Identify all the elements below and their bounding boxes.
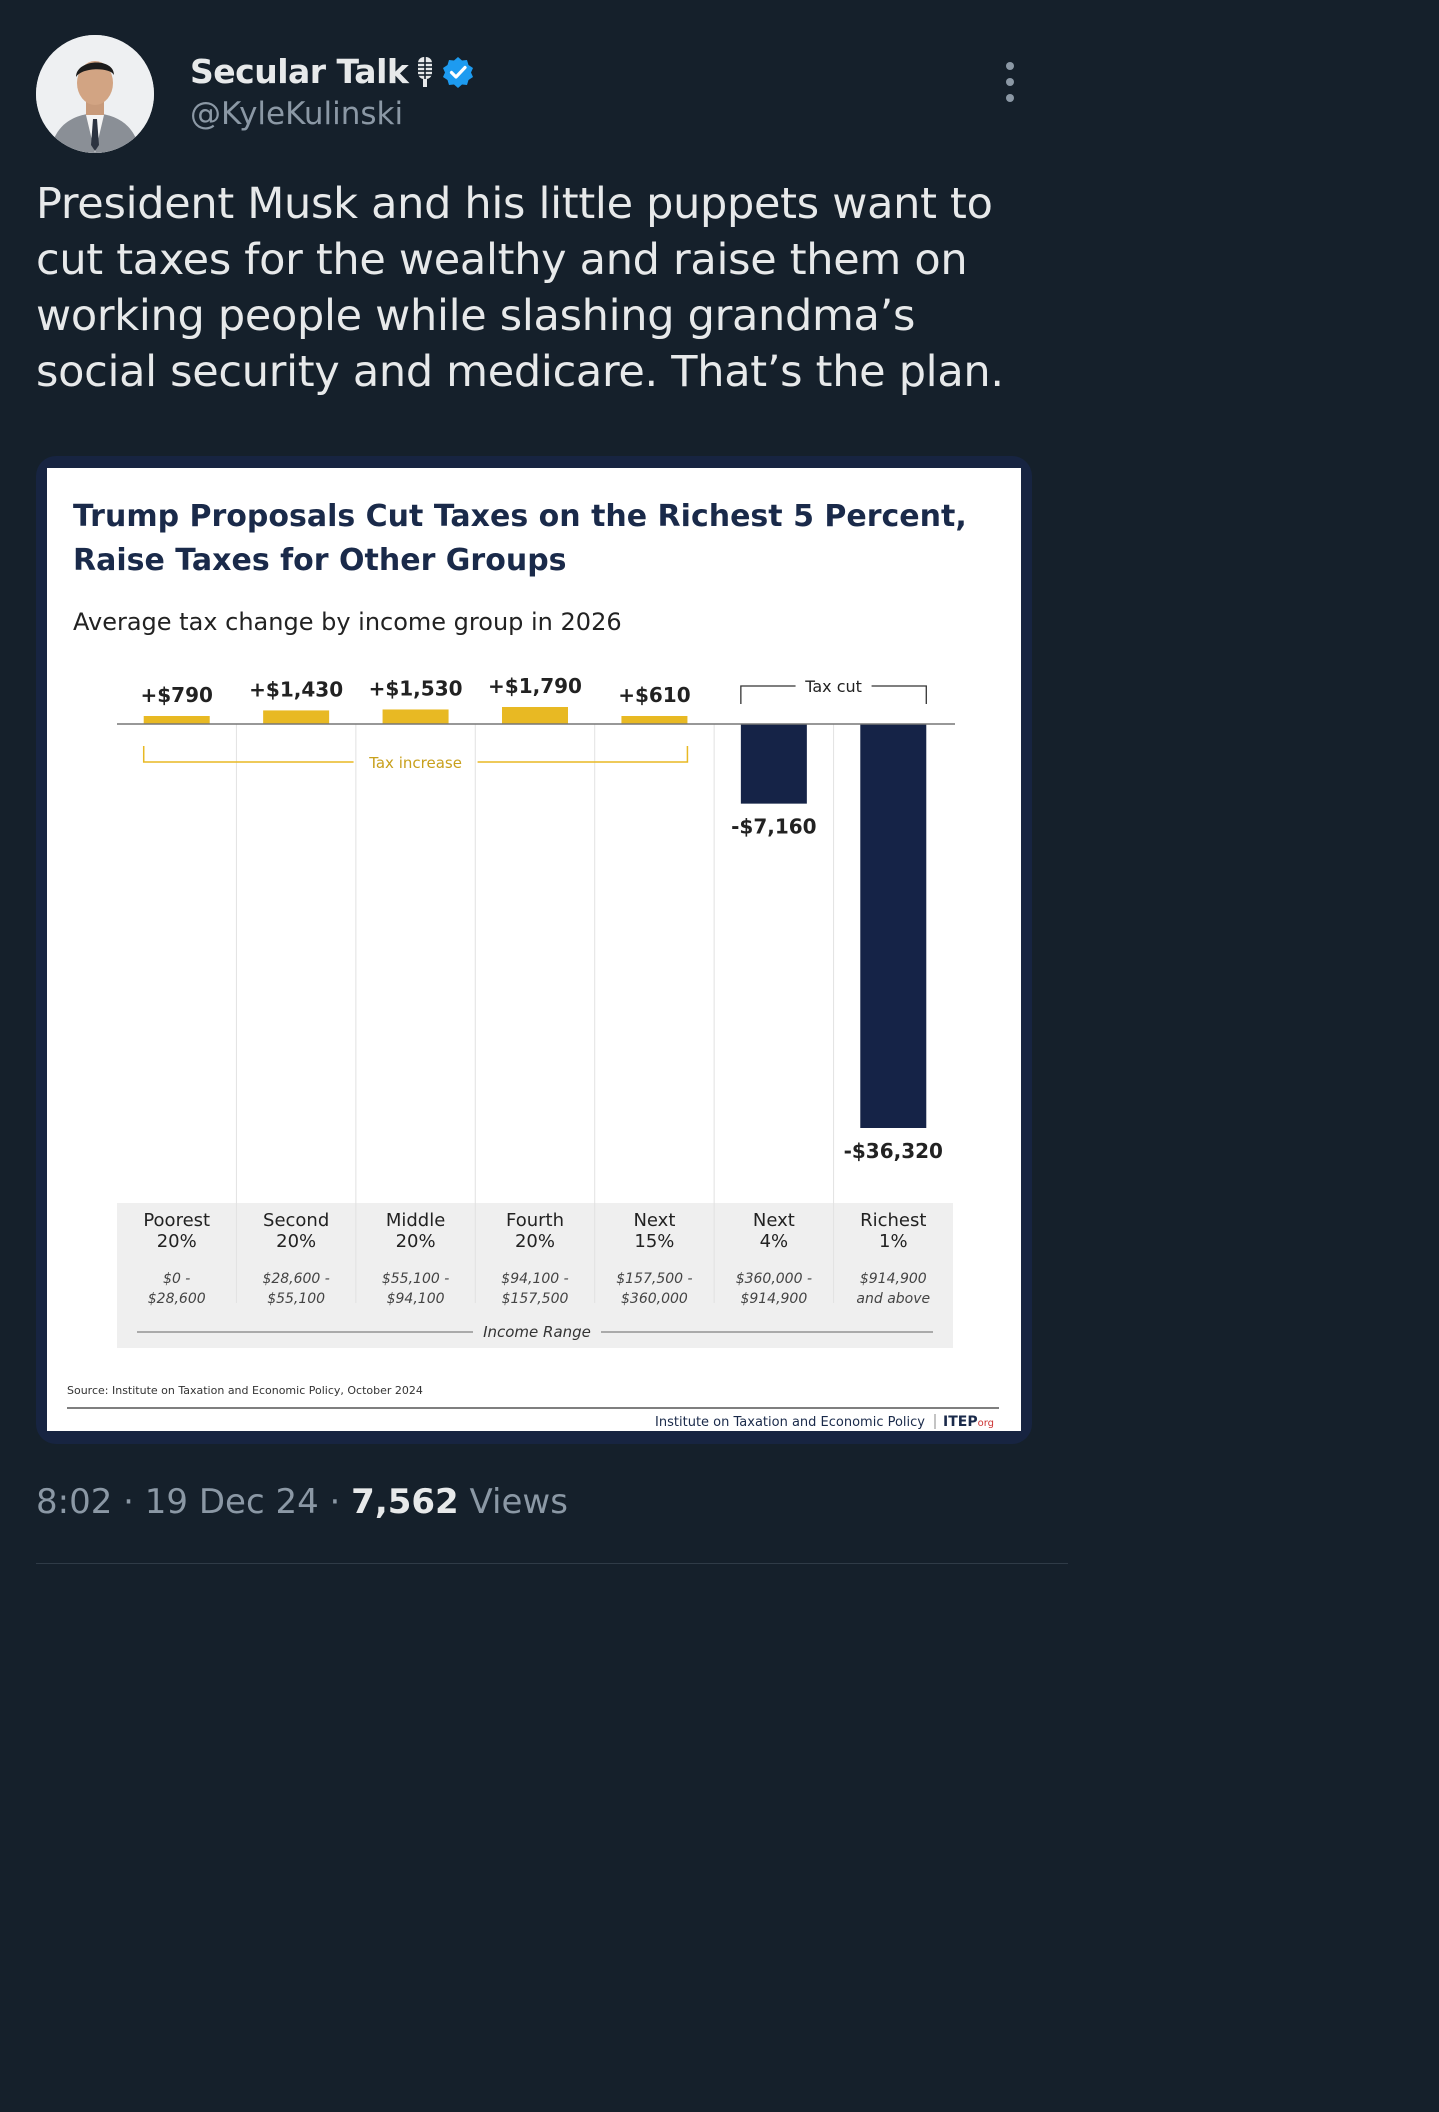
bar-chart: Trump Proposals Cut Taxes on the Richest…: [67, 499, 999, 1430]
footer-logo-main: ITEP: [943, 1414, 978, 1430]
tweet-text: President Musk and his little puppets wa…: [36, 179, 1004, 397]
bar: [143, 716, 210, 724]
chart-card: Trump Proposals Cut Taxes on the Richest…: [47, 468, 1021, 1431]
value-label: +$1,430: [249, 677, 343, 701]
category-range-label: $55,100: [267, 1291, 325, 1307]
bar: [263, 710, 330, 724]
category-range-label: $94,100 -: [501, 1271, 568, 1287]
category-range-label: $28,600: [148, 1291, 206, 1307]
category-group-label: Next: [753, 1210, 795, 1231]
value-label: +$610: [618, 683, 690, 707]
tax-increase-label: Tax increase: [368, 754, 462, 772]
category-group-label: 1%: [879, 1231, 908, 1252]
chart-subtitle: Average tax change by income group in 20…: [73, 608, 622, 636]
author-name-text: Secular Talk: [190, 52, 409, 91]
footer-logo: ITEPorg: [943, 1414, 994, 1430]
bar: [382, 709, 449, 724]
category-group-label: 20%: [157, 1231, 197, 1252]
category-group-label: 15%: [634, 1231, 674, 1252]
category-range-label: $360,000 -: [736, 1271, 812, 1287]
tweet-time[interactable]: 8:02: [36, 1482, 113, 1522]
tweet-image[interactable]: Trump Proposals Cut Taxes on the Richest…: [36, 456, 1032, 1444]
author-handle[interactable]: @KyleKulinski: [190, 96, 404, 132]
microphone-icon: [418, 56, 433, 87]
chart-title-line-1: Trump Proposals Cut Taxes on the Richest…: [73, 499, 967, 534]
tweet-meta: 8:02 · 19 Dec 24 · 7,562 Views: [36, 1482, 568, 1522]
category-range-label: $0 -: [163, 1271, 190, 1287]
category-group-label: 20%: [276, 1231, 316, 1252]
bar: [740, 724, 807, 804]
category-group-label: Richest: [860, 1210, 926, 1231]
category-group-label: 20%: [396, 1231, 436, 1252]
category-group-label: Poorest: [143, 1210, 210, 1231]
category-range-label: $914,900: [740, 1291, 807, 1307]
bar: [502, 707, 568, 724]
tweet-date[interactable]: 19 Dec 24: [144, 1482, 319, 1522]
bar: [860, 724, 927, 1128]
category-group-label: 4%: [760, 1231, 789, 1252]
chart-title-line-2: Raise Taxes for Other Groups: [73, 543, 567, 578]
category-range-label: $28,600 -: [262, 1271, 329, 1287]
divider: [36, 1563, 1068, 1564]
verified-badge-icon[interactable]: [442, 56, 474, 88]
category-group-label: 20%: [515, 1231, 555, 1252]
x-axis-label: Income Range: [483, 1323, 591, 1341]
author-avatar[interactable]: [36, 35, 154, 153]
category-group-label: Second: [263, 1210, 329, 1231]
category-range-label: $157,500: [502, 1291, 569, 1307]
category-range-label: $360,000: [621, 1291, 688, 1307]
tax-increase-bracket: [142, 746, 689, 763]
tax-cut-bracket: [740, 685, 927, 704]
category-group-label: Fourth: [506, 1210, 564, 1231]
footer-logo-suffix: org: [978, 1418, 994, 1429]
category-range-label: $94,100: [387, 1291, 445, 1307]
views-label: Views: [469, 1482, 568, 1522]
value-label: +$1,790: [488, 674, 582, 698]
more-dot: [1006, 62, 1014, 70]
category-range-label: and above: [856, 1291, 930, 1307]
meta-separator: ·: [329, 1482, 352, 1522]
category-group-label: Middle: [386, 1210, 445, 1231]
author-name[interactable]: Secular Talk: [190, 52, 474, 91]
more-dot: [1006, 94, 1014, 102]
chart-source: Source: Institute on Taxation and Econom…: [67, 1384, 423, 1397]
footer-org: Institute on Taxation and Economic Polic…: [655, 1415, 925, 1430]
category-range-label: $914,900: [860, 1271, 927, 1287]
more-dot: [1006, 78, 1014, 86]
value-label: -$36,320: [844, 1139, 943, 1163]
value-label: -$7,160: [731, 815, 816, 839]
meta-separator: ·: [123, 1482, 145, 1522]
category-range-label: $55,100 -: [382, 1271, 449, 1287]
bar: [621, 716, 688, 724]
avatar-photo: [36, 35, 154, 153]
category-range-label: $157,500 -: [616, 1271, 692, 1287]
tax-cut-label: Tax cut: [804, 677, 862, 696]
category-group-label: Next: [633, 1210, 675, 1231]
more-options-icon[interactable]: [1000, 62, 1020, 102]
value-label: +$790: [141, 683, 213, 707]
value-label: +$1,530: [369, 676, 463, 700]
category-panel: [117, 1203, 953, 1348]
views-count: 7,562: [351, 1482, 459, 1522]
